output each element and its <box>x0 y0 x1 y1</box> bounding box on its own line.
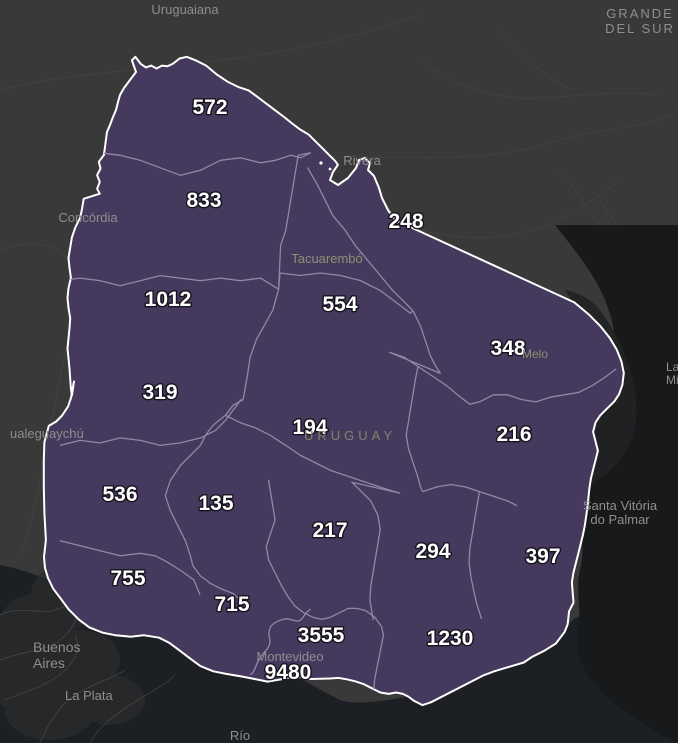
svg-text:do Palmar: do Palmar <box>590 512 650 527</box>
svg-text:715: 715 <box>214 593 249 616</box>
svg-text:Mi: Mi <box>666 373 678 387</box>
svg-text:Río: Río <box>230 728 250 743</box>
svg-text:1230: 1230 <box>427 627 474 650</box>
svg-text:1012: 1012 <box>145 288 192 311</box>
svg-text:Buenos: Buenos <box>33 639 80 655</box>
svg-text:294: 294 <box>415 540 450 563</box>
svg-text:554: 554 <box>322 293 357 316</box>
svg-text:319: 319 <box>142 381 177 404</box>
svg-text:URUGUAY: URUGUAY <box>304 428 396 443</box>
svg-text:ualeguaychú: ualeguaychú <box>10 426 84 441</box>
svg-text:Concórdia: Concórdia <box>58 210 118 225</box>
svg-text:Aires: Aires <box>33 655 65 671</box>
svg-text:La Plata: La Plata <box>65 688 113 703</box>
svg-text:Rivera: Rivera <box>343 153 381 168</box>
svg-text:135: 135 <box>198 492 233 515</box>
svg-text:Montevideo: Montevideo <box>256 649 323 664</box>
svg-text:217: 217 <box>312 519 347 542</box>
svg-text:9480: 9480 <box>265 661 312 684</box>
svg-text:572: 572 <box>192 96 227 119</box>
svg-text:La: La <box>666 360 678 374</box>
svg-text:397: 397 <box>525 545 560 568</box>
svg-text:Santa Vitória: Santa Vitória <box>583 498 658 513</box>
svg-text:348: 348 <box>490 337 525 360</box>
svg-text:Melo: Melo <box>522 347 548 361</box>
svg-text:216: 216 <box>496 423 531 446</box>
svg-text:536: 536 <box>102 483 137 506</box>
svg-text:Tacuarembó: Tacuarembó <box>291 251 363 266</box>
svg-text:Uruguaiana: Uruguaiana <box>151 2 219 17</box>
svg-text:248: 248 <box>388 210 423 233</box>
svg-text:833: 833 <box>186 189 221 212</box>
svg-text:755: 755 <box>110 567 145 590</box>
svg-text:DEL SUR: DEL SUR <box>605 21 675 36</box>
svg-text:GRANDE: GRANDE <box>606 6 674 21</box>
svg-text:3555: 3555 <box>298 624 345 647</box>
